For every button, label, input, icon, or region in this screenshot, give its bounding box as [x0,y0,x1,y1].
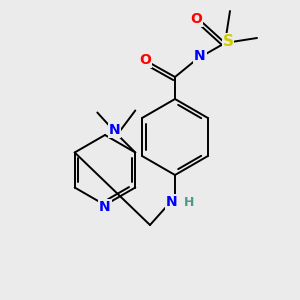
Text: O: O [190,12,202,26]
Text: N: N [109,124,120,137]
Text: N: N [194,49,206,63]
Text: O: O [139,53,151,67]
Text: S: S [223,34,233,49]
Text: N: N [166,195,178,209]
Text: H: H [184,196,194,208]
Text: N: N [99,200,111,214]
